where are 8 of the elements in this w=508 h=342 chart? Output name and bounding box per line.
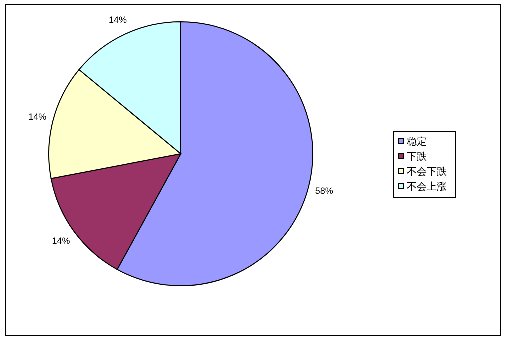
data-label: 14% <box>52 236 70 246</box>
data-label: 58% <box>315 186 334 196</box>
data-label: 14% <box>28 112 47 122</box>
legend-label: 稳定 <box>407 136 427 148</box>
legend-label: 不会下跌 <box>407 166 447 178</box>
data-label: 14% <box>108 15 127 26</box>
legend-label: 下跌 <box>407 151 427 163</box>
legend-label: 不会上涨 <box>407 181 447 193</box>
